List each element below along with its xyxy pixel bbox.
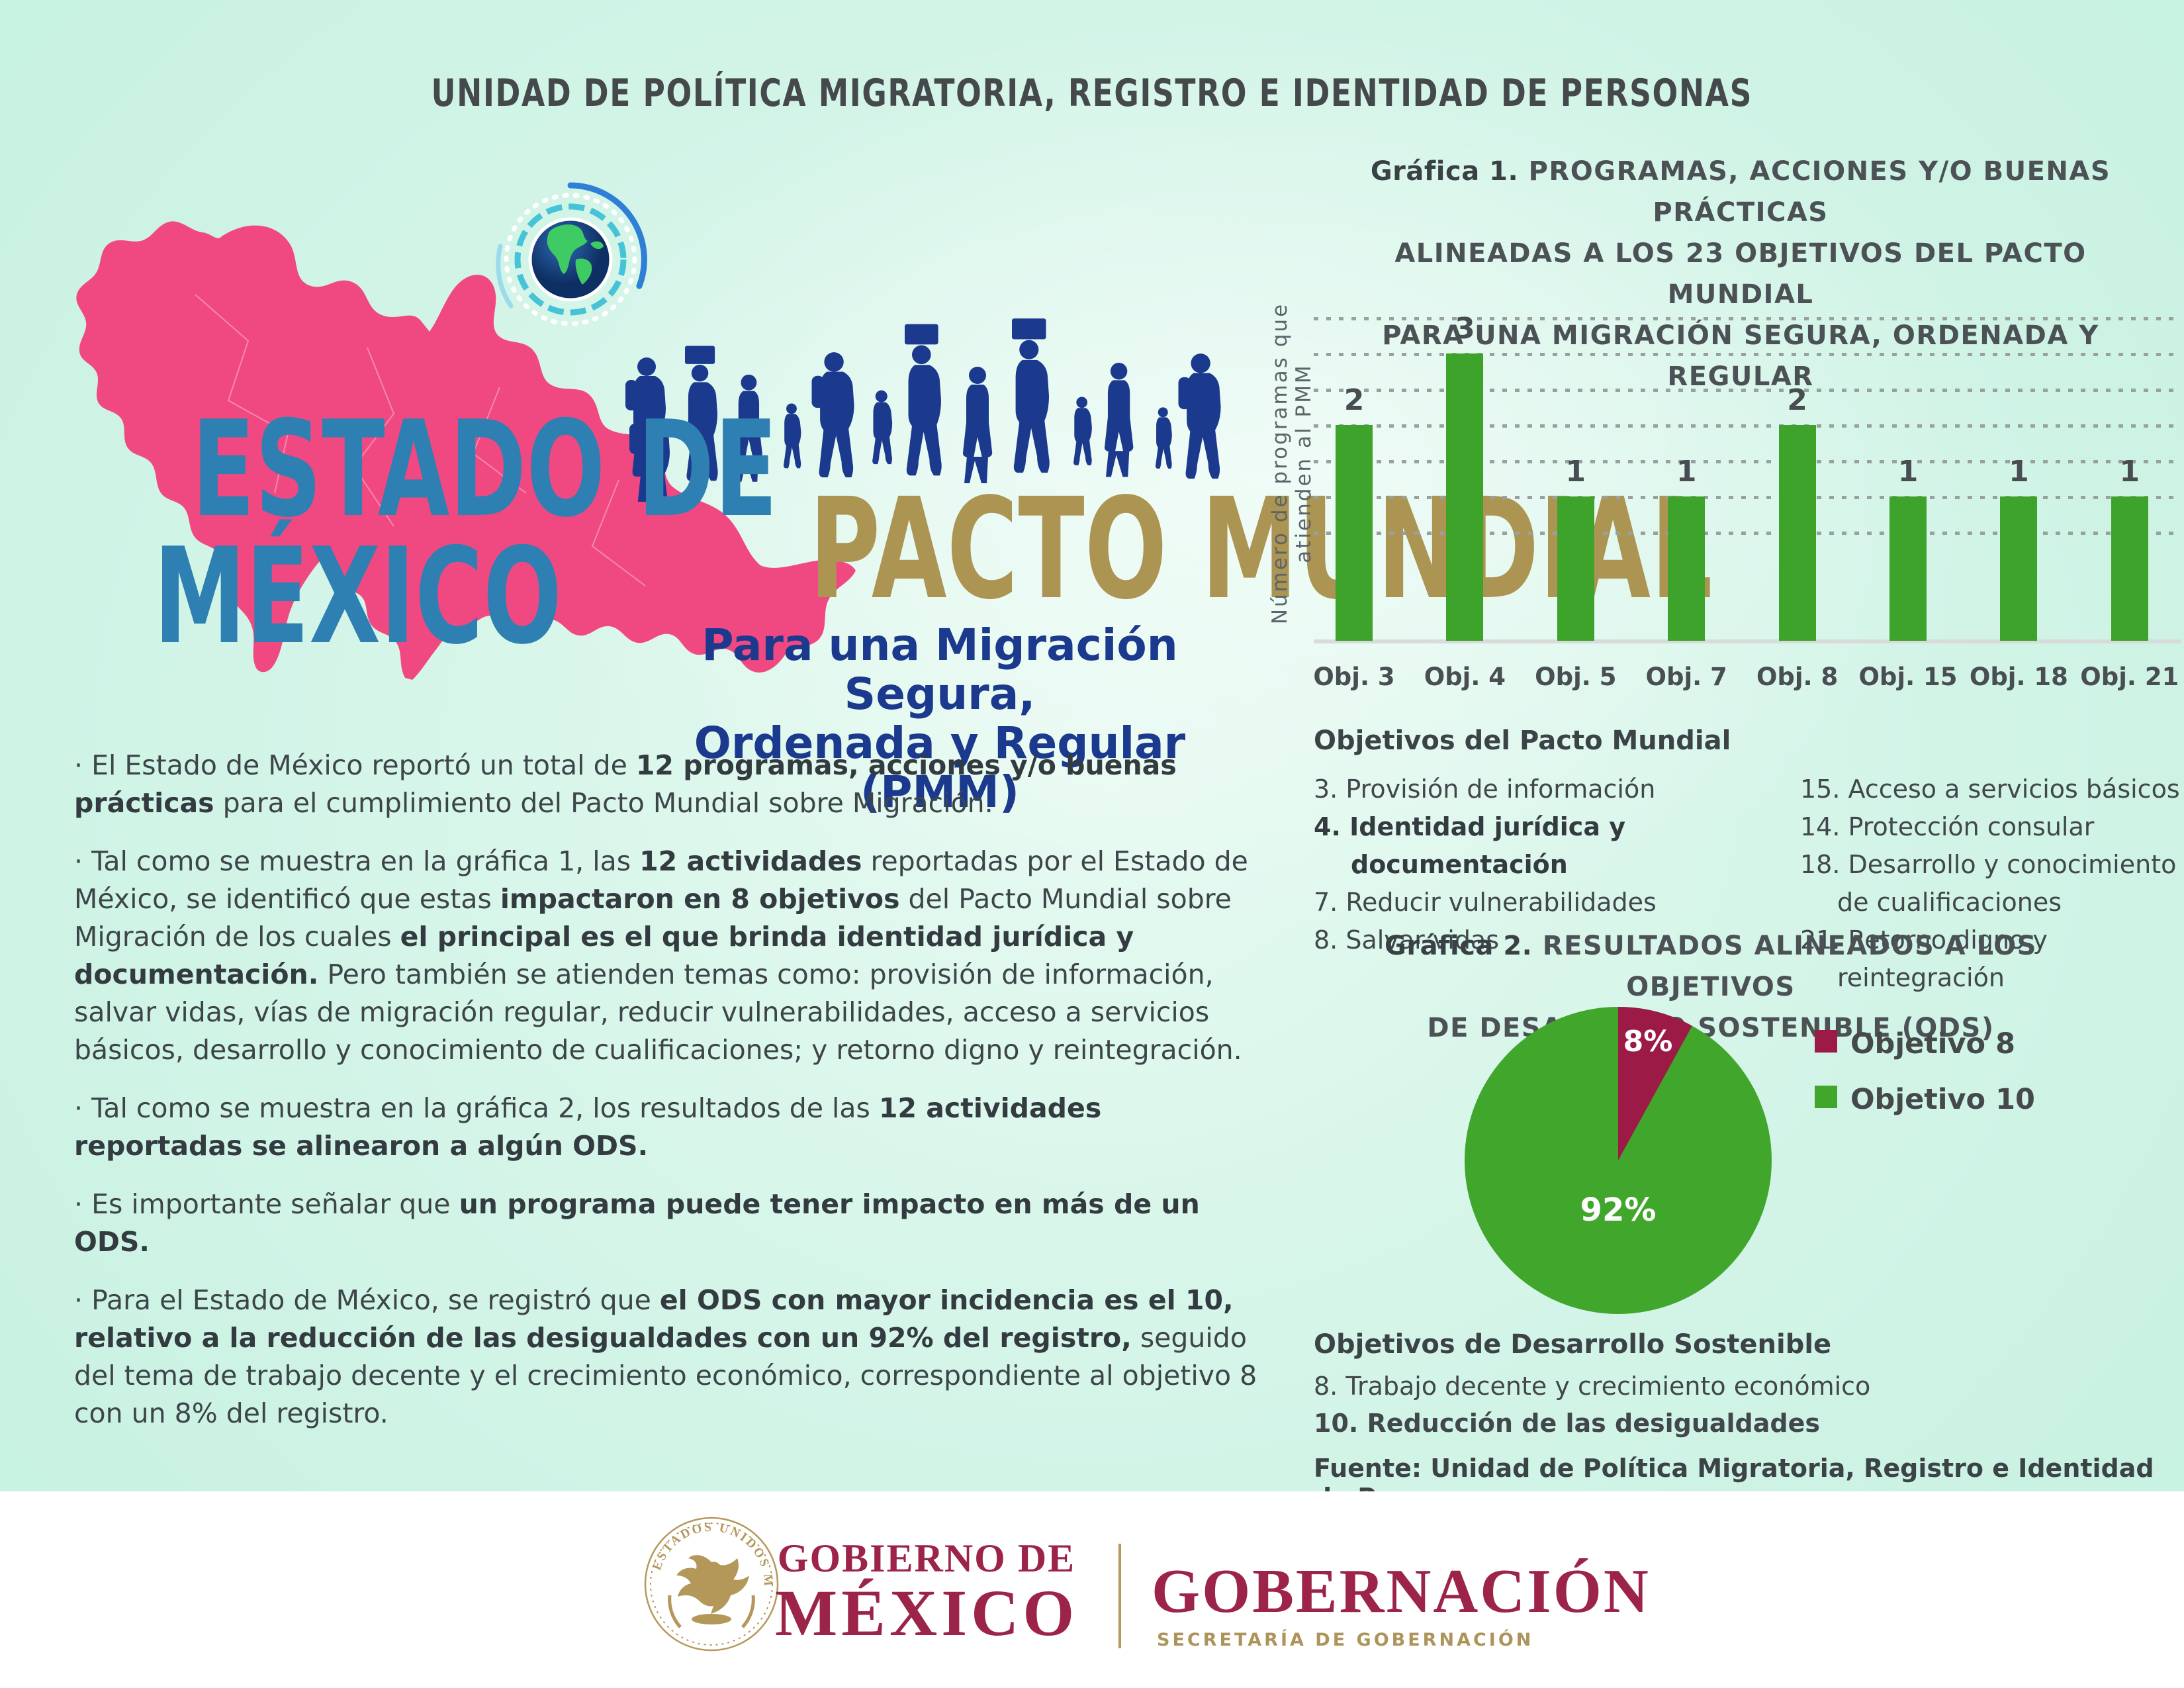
x-axis-tick-label: Obj. 21 — [2080, 663, 2179, 691]
gobernacion-logo: GOBERNACIÓN — [1152, 1557, 1651, 1626]
text-segment: para el cumplimiento del Pacto Mundial s… — [214, 787, 993, 819]
bar-Obj. 8 — [1778, 425, 1816, 641]
estado-line2: MÉXICO — [154, 520, 562, 674]
x-axis-tick-label: Obj. 15 — [1858, 663, 1958, 691]
gridline — [1314, 317, 2181, 320]
legend-swatch-objetivo-10 — [1815, 1086, 1837, 1108]
bar-value-label: 2 — [1343, 383, 1365, 417]
text-segment: · Tal como se muestra en la gráfica 2, l… — [74, 1092, 879, 1124]
bullet-4: · Es importante señalar que un programa … — [74, 1186, 1272, 1261]
body-text: · El Estado de México reportó un total d… — [74, 747, 1272, 1453]
gridline — [1314, 496, 2181, 499]
text-segment: 12 programas, acciones y/o buenas prácti… — [74, 749, 1177, 819]
text-segment: · El Estado de México reportó un total d… — [74, 749, 636, 781]
bar-value-label: 1 — [1897, 455, 1919, 489]
gridline — [1314, 460, 2181, 463]
text-segment: impactaron en 8 objetivos — [500, 883, 900, 915]
bar-value-label: 1 — [2009, 455, 2029, 489]
text-segment: 12 actividades reportadas se alinearon a… — [74, 1092, 1102, 1162]
text-segment: reportadas por el Estado de México, se i… — [74, 845, 1248, 915]
footer-bar — [0, 1491, 2184, 1688]
text-segment: Pero también se atienden temas como: pro… — [74, 959, 1242, 1066]
gobierno-line2: MÉXICO — [774, 1576, 1079, 1650]
list-item: 14. Protección consular — [1800, 812, 2095, 841]
bar-Obj. 5 — [1557, 496, 1594, 641]
page-title: UNIDAD DE POLÍTICA MIGRATORIA, REGISTRO … — [431, 71, 1753, 115]
bullet-2: · Tal como se muestra en la gráfica 1, l… — [74, 843, 1272, 1069]
pm-objectives-left-column: 3. Provisión de información 4. Identidad… — [1314, 771, 1790, 959]
pm-objectives-right-column: 15. Acceso a servicios básicos 14. Prote… — [1800, 771, 2184, 997]
x-axis-tick-label: Obj. 7 — [1645, 663, 1727, 691]
x-axis-tick-label: Obj. 5 — [1535, 663, 1617, 691]
gridline — [1314, 532, 2181, 535]
legend-label: Objetivo 10 — [1850, 1083, 2035, 1116]
estado-de-mexico-map — [76, 221, 856, 680]
x-axis-tick-label: Obj. 18 — [1969, 663, 2068, 691]
text-segment: el ODS con mayor incidencia es el 10, re… — [74, 1284, 1234, 1354]
text-segment: · Tal como se muestra en la gráfica 1, l… — [74, 845, 640, 877]
globe-icon — [496, 182, 647, 326]
ods-item-10: 10. Reducción de las desigualdades — [1314, 1409, 1820, 1438]
text-segment: seguido del tema de trabajo decente y el… — [74, 1322, 1257, 1429]
chart1-title: Gráfica 1. PROGRAMAS, ACCIONES Y/O BUENA… — [1370, 156, 2111, 392]
text-segment: · Para el Estado de México, se registró … — [74, 1284, 660, 1316]
list-item: 3. Provisión de información — [1314, 774, 1656, 804]
pm-objectives-header: Objetivos del Pacto Mundial — [1314, 726, 1731, 756]
bar-value-label: 2 — [1787, 383, 1807, 417]
mexico-eagle-seal: ESTADOS UNIDOS MEXICANOS — [641, 1513, 779, 1652]
list-item: 4. Identidad jurídica y documentación — [1314, 812, 1625, 879]
bullet-3: · Tal como se muestra en la gráfica 2, l… — [74, 1090, 1272, 1165]
x-axis-tick-label: Obj. 8 — [1756, 663, 1839, 691]
text-segment: del Pacto Mundial sobre Migración de los… — [74, 883, 1232, 953]
bar-value-label: 1 — [2119, 455, 2140, 489]
chart2-pie — [1465, 1007, 1772, 1314]
text-segment: un programa puede tener impacto en más d… — [74, 1188, 1200, 1258]
estado-line1: ESTADO DE — [191, 393, 778, 547]
legend-label: Objetivo 8 — [1850, 1027, 2015, 1060]
bar-Obj. 4 — [1446, 353, 1484, 641]
x-axis-tick-label: Obj. 4 — [1424, 663, 1506, 691]
secretaria-de-gobernacion-label: SECRETARÍA DE GOBERNACIÓN — [1157, 1630, 1534, 1650]
text-segment: 12 actividades — [639, 845, 862, 877]
bar-value-label: 1 — [1676, 455, 1697, 489]
ods-header: Objetivos de Desarrollo Sostenible — [1314, 1329, 1832, 1360]
gridline — [1314, 353, 2181, 356]
pie-slice-label-92: 92% — [1580, 1192, 1657, 1229]
bar-Obj. 18 — [2000, 496, 2038, 641]
chart1-bar-plot: 2 Obj. 3 3 Obj. 4 1 Obj. 5 1 Obj. 7 2 Obj. 8 1 Obj.… — [1313, 285, 2181, 691]
bullet-1: · El Estado de México reportó un total d… — [74, 747, 1272, 822]
bar-value-label: 1 — [1565, 455, 1586, 489]
chart1-x-axis-line — [1314, 639, 2181, 643]
text-segment: · Es importante señalar que — [74, 1188, 459, 1220]
text-segment: el principal es el que brinda identidad … — [74, 921, 1134, 990]
gobierno-line1: GOBIERNO DE — [777, 1536, 1076, 1580]
pie-slice-label-8: 8% — [1623, 1025, 1673, 1058]
pacto-subtitle-line1: Para una Migración Segura, — [702, 620, 1178, 720]
x-axis-tick-label: Obj. 3 — [1313, 663, 1395, 691]
estado-de-mexico-title: ESTADO DE MÉXICO — [66, 404, 778, 674]
list-item: 7. Reducir vulnerabilidades — [1314, 888, 1657, 917]
legend-swatch-objetivo-8 — [1815, 1030, 1837, 1053]
bar-Obj. 7 — [1668, 496, 1706, 641]
gridline — [1314, 424, 2181, 428]
list-item: 21. Retorno digno y reintegración — [1800, 925, 2048, 992]
bullet-5: · Para el Estado de México, se registró … — [74, 1282, 1272, 1432]
pacto-subtitle-line2: Ordenada y Regular (PMM) — [694, 718, 1186, 818]
footer-divider — [1118, 1544, 1121, 1648]
gobierno-de-mexico-logo: GOBIERNO DE MÉXICO — [761, 1536, 1092, 1650]
bar-Obj. 3 — [1336, 425, 1373, 641]
bar-Obj. 21 — [2111, 496, 2148, 641]
gridline — [1314, 389, 2181, 392]
chart1-y-axis-label: Número de programas que atienden al PMM — [1268, 302, 1316, 625]
list-item: 8. Salvar vidas — [1314, 925, 1500, 955]
ods-item-8: 8. Trabajo decente y crecimiento económi… — [1314, 1372, 1871, 1401]
list-item: 18. Desarrollo y conocimiento de cualifi… — [1800, 850, 2177, 917]
bar-Obj. 15 — [1889, 496, 1927, 641]
bar-value-label: 3 — [1455, 312, 1475, 346]
pacto-mundial-block: PACTO MUNDIAL Para una Migración Segura,… — [615, 480, 1713, 818]
list-item: 15. Acceso a servicios básicos — [1800, 774, 2180, 804]
